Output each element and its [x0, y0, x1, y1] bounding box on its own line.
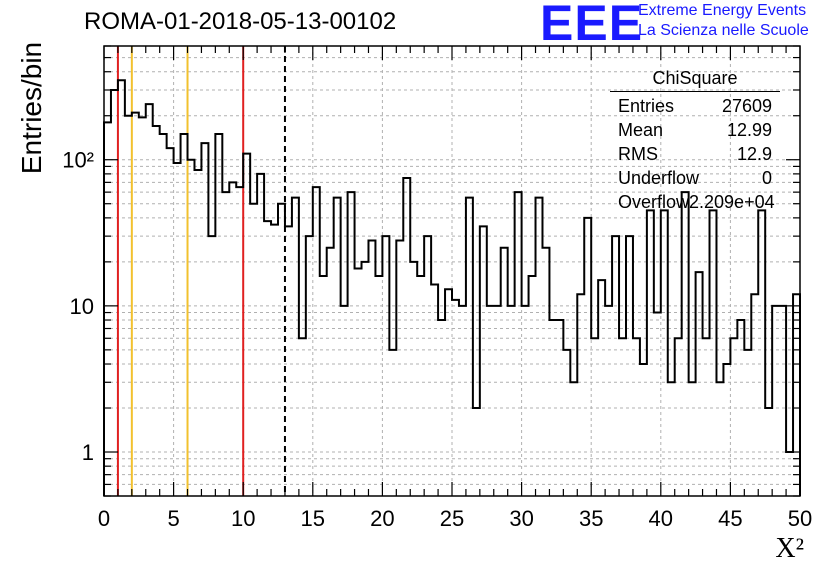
stats-row: RMS 12.9	[610, 142, 780, 166]
stats-value: 12.9	[736, 144, 772, 164]
logo-line-2: La Scienza nelle Scuole	[638, 22, 809, 39]
stats-value: 0	[761, 168, 772, 188]
eee-logo: EEE	[540, 0, 644, 51]
x-tick-label: 0	[98, 506, 110, 531]
stats-row: Underflow 0	[610, 166, 780, 190]
x-tick-label: 30	[509, 506, 533, 531]
histogram-series	[103, 79, 801, 496]
stats-title: ChiSquare	[610, 68, 780, 92]
stats-value: 12.99	[726, 120, 772, 140]
stats-value: 2.209e+04	[689, 192, 775, 212]
x-tick-label: 40	[649, 506, 673, 531]
reference-lines	[116, 46, 286, 496]
x-tick-label: 20	[370, 506, 394, 531]
y-axis-label: Entries/bin	[16, 41, 47, 175]
x-tick-label: 5	[167, 506, 179, 531]
x-tick-label: 45	[718, 506, 742, 531]
stats-value: 27609	[721, 96, 772, 116]
y-tick-label: 10²	[62, 148, 94, 173]
axis-ticks	[103, 45, 801, 497]
stats-label: Underflow	[618, 168, 700, 188]
y-tick-label: 1	[82, 440, 94, 465]
x-tick-label: 10	[231, 506, 255, 531]
x-tick-label: 25	[440, 506, 464, 531]
chart-title: ROMA-01-2018-05-13-00102	[84, 8, 397, 35]
stats-label: Entries	[618, 96, 675, 116]
x-tick-label: 15	[301, 506, 325, 531]
stats-row: Overflow 2.209e+04	[610, 190, 780, 214]
stats-label: Overflow	[618, 192, 690, 212]
grid	[104, 46, 800, 496]
logo-line-1: Extreme Energy Events	[638, 2, 807, 19]
stats-label: RMS	[618, 144, 658, 164]
x-axis-label: X²	[775, 533, 804, 564]
tick-labels: 0 5 10 15 20 25 30 35 40 45 50 1 10 10²	[62, 148, 812, 531]
stats-box: ChiSquare Entries 27609 Mean 12.99 RMS 1…	[610, 68, 780, 214]
x-tick-label: 50	[788, 506, 812, 531]
stats-row: Entries 27609	[610, 94, 780, 118]
stats-label: Mean	[618, 120, 664, 140]
x-tick-label: 35	[579, 506, 603, 531]
stats-row: Mean 12.99	[610, 118, 780, 142]
y-tick-label: 10	[70, 294, 94, 319]
